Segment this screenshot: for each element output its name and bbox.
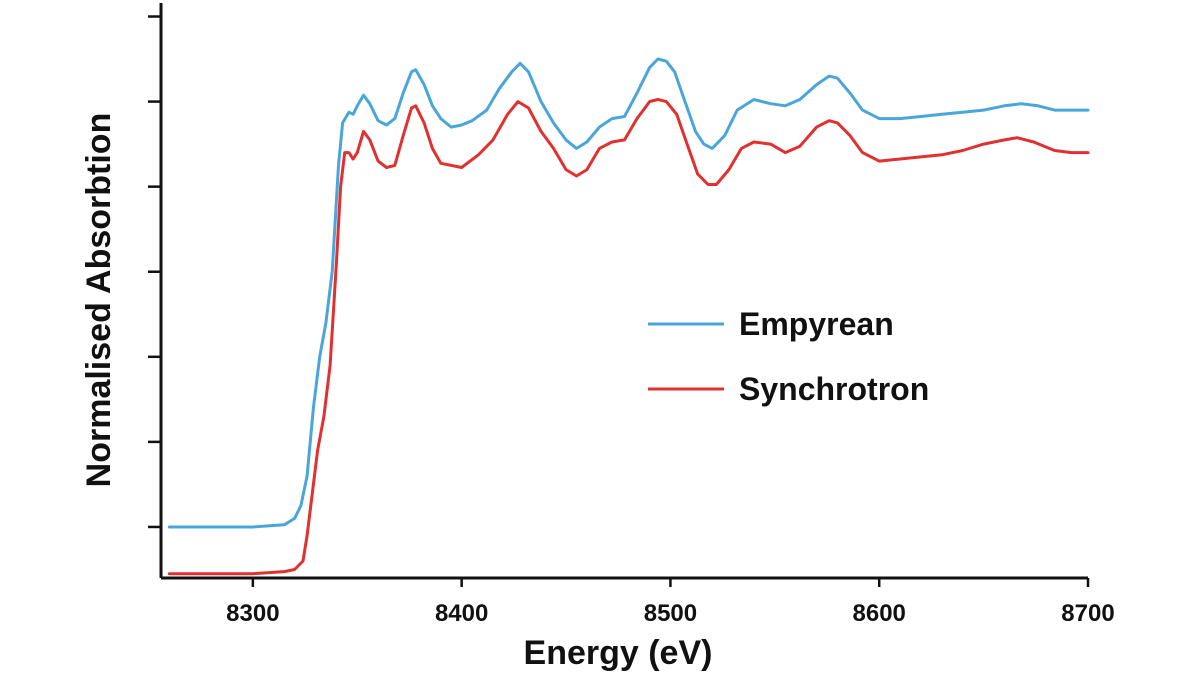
x-tick-label: 8500 bbox=[644, 600, 697, 627]
x-tick-label: 8600 bbox=[853, 600, 906, 627]
legend-label-synchrotron: Synchrotron bbox=[739, 371, 929, 407]
x-tick-label: 8300 bbox=[226, 600, 279, 627]
y-axis-title: Normalised Absorbtion bbox=[80, 113, 118, 488]
x-tick-label: 8700 bbox=[1061, 600, 1114, 627]
x-tick-label: 8400 bbox=[435, 600, 488, 627]
series-line-synchrotron bbox=[167, 98, 1090, 576]
series-line-empyrean bbox=[167, 57, 1090, 529]
x-axis-title: Energy (eV) bbox=[524, 634, 713, 672]
legend-label-empyrean: Empyrean bbox=[739, 306, 894, 342]
axes-layer bbox=[159, 3, 1088, 580]
series-layer bbox=[167, 57, 1090, 576]
ticks-layer: 8300 8400 8500 8600 8700 bbox=[148, 15, 1115, 627]
legend: Empyrean Synchrotron bbox=[648, 306, 929, 407]
